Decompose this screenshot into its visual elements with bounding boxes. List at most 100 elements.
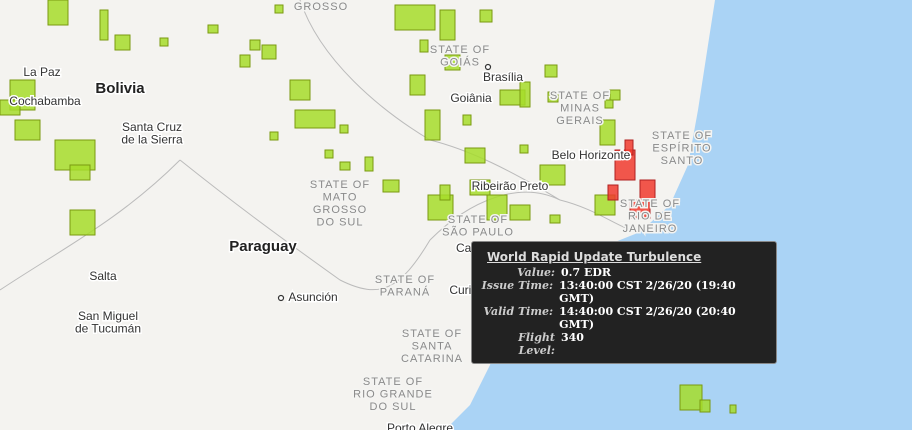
turbulence-patch (269, 131, 279, 141)
city-dot (484, 63, 492, 71)
turbulence-patch (469, 179, 491, 196)
turbulence-patch (99, 9, 109, 41)
city-label: Asunción (288, 290, 337, 304)
turbulence-patch (207, 24, 219, 34)
tooltip-key: Flight Level: (518, 331, 555, 357)
tooltip-value: 0.7 EDR (561, 266, 612, 279)
city-label: Salta (89, 269, 117, 283)
turbulence-patch (69, 164, 91, 181)
city-label: La Paz (23, 65, 60, 79)
turbulence-patch (604, 99, 614, 109)
state-label: STATE OF (448, 214, 508, 226)
turbulence-patch (444, 54, 461, 71)
city-label: Porto Alegre (387, 421, 453, 430)
turbulence-patch (439, 184, 451, 201)
turbulence-patch (274, 4, 284, 14)
turbulence-patch (239, 54, 251, 68)
tooltip-value: 13:40:00 CST 2/26/20 (19:40 GMT) (559, 279, 736, 305)
turbulence-patch (424, 109, 441, 141)
turbulence-patch (47, 0, 69, 26)
tooltip-title: World Rapid Update Turbulence (487, 250, 702, 264)
turbulence-patch (462, 114, 472, 126)
state-label: SÃO PAULO (442, 225, 514, 238)
turbulence-patch (339, 161, 351, 171)
turbulence-patch (549, 214, 561, 224)
state-label: CATARINA (401, 353, 463, 365)
state-label: MATO (323, 191, 358, 203)
state-label: DO SUL (317, 216, 364, 228)
turbulence-patch (114, 34, 131, 51)
turbulence-patch (539, 164, 566, 186)
state-label: STATE OF (310, 179, 370, 191)
turbulence-patch (479, 9, 493, 23)
city-label: Ribeirão Preto (472, 179, 549, 193)
state-label: JANEIRO (623, 223, 678, 235)
state-label: PARANÁ (380, 285, 430, 298)
state-label: GOIÁS (440, 55, 480, 68)
state-label: STATE OF (620, 198, 680, 210)
tooltip-key: Valid Time: (483, 305, 554, 318)
turbulence-patch (519, 144, 529, 154)
city-label: Brasília (483, 70, 523, 84)
turbulence-patch (699, 399, 711, 413)
tooltip-value: 340 (561, 331, 584, 344)
tooltip: World Rapid Update Turbulence Value: 0.7 … (471, 241, 777, 364)
city-label: de la Sierra (121, 133, 183, 147)
turbulence-patch (609, 89, 621, 101)
state-label: SANTO (661, 155, 704, 167)
state-label: SANTA (412, 340, 453, 352)
city-label: Santa Cruz (122, 120, 182, 134)
turbulence-layer (0, 0, 737, 414)
turbulence-patch (159, 37, 169, 47)
turbulence-patch (509, 204, 531, 221)
turbulence-patch (382, 179, 400, 193)
city-label: de Tucumán (75, 322, 141, 336)
state-label: GROSSO (294, 1, 348, 13)
state-label: STATE OF (550, 90, 610, 102)
state-label: RIO GRANDE (353, 388, 433, 400)
turbulence-patch (294, 109, 336, 129)
turbulence-patch (339, 124, 349, 134)
turbulence-patch (629, 199, 651, 219)
tooltip-value: 14:40:00 CST 2/26/20 (20:40 GMT) (559, 305, 736, 331)
state-label: DO SUL (370, 401, 417, 413)
state-label: STATE OF (363, 376, 423, 388)
turbulence-patch (599, 119, 616, 146)
country-label: Paraguay (229, 238, 297, 255)
tooltip-key: Issue Time: (481, 279, 554, 292)
state-label: STATE OF (430, 44, 490, 56)
city-dot (277, 294, 285, 302)
state-label: ESPÍRITO (652, 141, 711, 154)
state-label: GROSSO (313, 204, 367, 216)
turbulence-patch (544, 64, 558, 78)
tooltip-row: Value: 0.7 EDR (479, 266, 769, 279)
turbulence-patch (419, 39, 429, 53)
turbulence-patch (14, 119, 41, 141)
turbulence-patch (364, 156, 374, 172)
turbulence-patch (439, 9, 456, 41)
state-label: GERAIS (556, 115, 604, 127)
tooltip-key: Value: (517, 266, 555, 279)
state-label: STATE OF (402, 328, 462, 340)
turbulence-patch (679, 384, 703, 411)
turbulence-patch (519, 81, 531, 108)
turbulence-patch (394, 4, 436, 31)
turbulence-patch (289, 79, 311, 101)
state-label: RIO DE (628, 210, 672, 222)
state-label: STATE OF (652, 130, 712, 142)
tooltip-row: Valid Time: 14:40:00 CST 2/26/20 (20:40 G… (479, 305, 769, 331)
turbulence-patch (409, 74, 426, 96)
turbulence-patch (249, 39, 261, 51)
turbulence-patch (729, 404, 737, 414)
tooltip-row: Issue Time: 13:40:00 CST 2/26/20 (19:40 G… (479, 279, 769, 305)
city-label: San Miguel (78, 309, 138, 323)
country-label: Bolivia (95, 80, 145, 97)
turbulence-patch (261, 44, 277, 60)
turbulence-patch (486, 194, 508, 221)
state-label: STATE OF (375, 274, 435, 286)
turbulence-patch (624, 139, 634, 156)
turbulence-patch (607, 184, 619, 201)
turbulence-patch (69, 209, 96, 236)
